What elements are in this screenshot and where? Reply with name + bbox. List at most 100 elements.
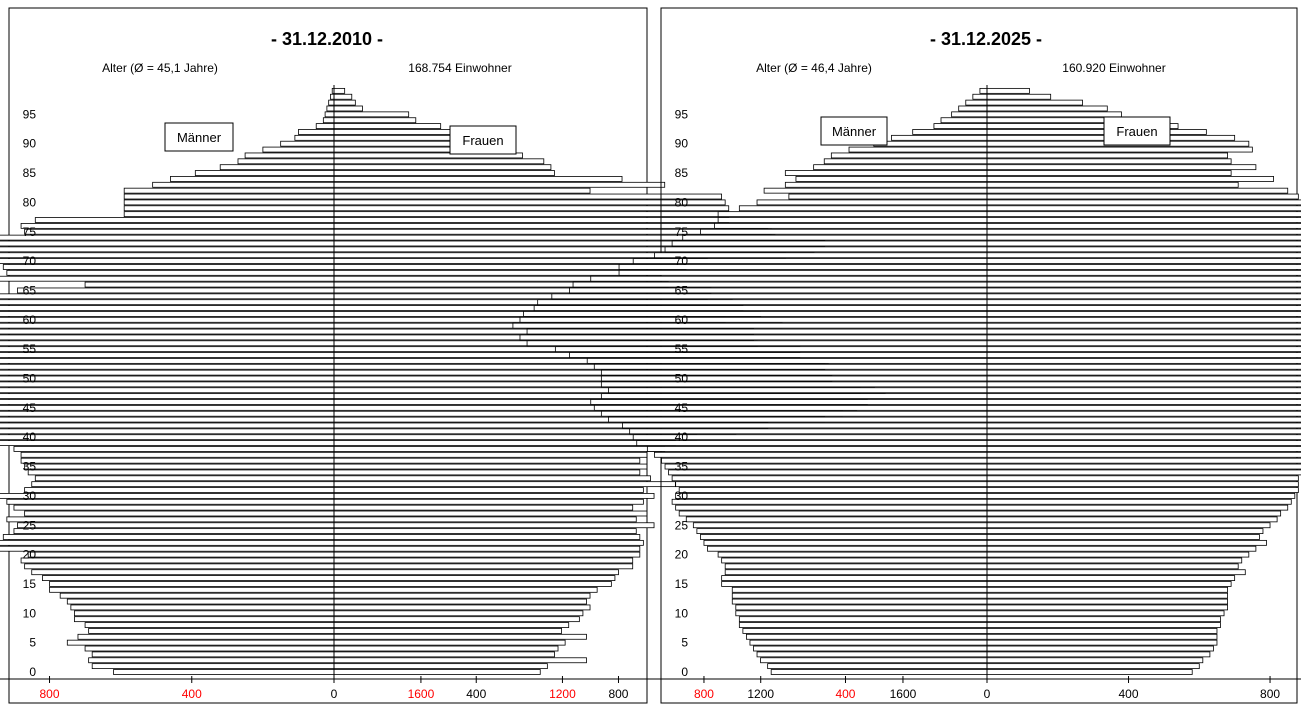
female-bar bbox=[986, 493, 1296, 499]
male-bar bbox=[0, 305, 335, 311]
female-bar bbox=[986, 264, 1301, 270]
male-bar bbox=[237, 158, 335, 165]
y-tick-label: 5 bbox=[681, 636, 688, 650]
female-bar bbox=[333, 657, 587, 664]
female-bar bbox=[986, 346, 1301, 353]
female-bar bbox=[333, 181, 666, 188]
female-bar bbox=[986, 146, 1253, 153]
male-bar bbox=[940, 117, 988, 124]
legend-label-women: Frauen bbox=[1116, 124, 1157, 139]
male-bar bbox=[770, 669, 988, 675]
male-bar bbox=[77, 633, 335, 640]
male-bar bbox=[0, 428, 335, 435]
male-bar bbox=[654, 451, 988, 458]
male-bar bbox=[738, 205, 988, 212]
y-tick-label: 50 bbox=[675, 372, 689, 386]
male-bar bbox=[590, 399, 988, 405]
male-bar bbox=[608, 387, 988, 394]
male-bar bbox=[20, 557, 335, 564]
female-bar bbox=[333, 639, 566, 646]
male-bar bbox=[70, 604, 335, 611]
y-tick-label: 70 bbox=[675, 254, 689, 268]
male-bar bbox=[17, 522, 335, 529]
male-bar bbox=[66, 639, 335, 646]
female-bar bbox=[986, 498, 1292, 505]
male-bar bbox=[0, 375, 335, 382]
female-bar bbox=[986, 539, 1267, 546]
y-tick-label: 35 bbox=[23, 460, 37, 474]
male-bar bbox=[692, 522, 988, 529]
male-bar bbox=[700, 534, 988, 540]
female-bar bbox=[986, 434, 1301, 441]
pyramid-panel-1: - 31.12.2010 - Alter (Ø = 45,1 Jahre) 168.… bbox=[0, 7, 917, 704]
male-bar bbox=[664, 463, 988, 470]
male-bar bbox=[298, 129, 335, 135]
male-bar bbox=[912, 129, 988, 135]
male-bar bbox=[618, 269, 988, 276]
female-bar bbox=[986, 305, 1301, 311]
female-bar bbox=[333, 222, 769, 229]
male-bar bbox=[88, 657, 335, 664]
male-bar bbox=[675, 504, 988, 511]
male-bar bbox=[194, 170, 335, 176]
female-bar bbox=[333, 545, 641, 552]
male-bar bbox=[0, 369, 335, 376]
chart-title: - 31.12.2025 - bbox=[930, 29, 1042, 49]
female-bar bbox=[986, 504, 1289, 511]
male-bar bbox=[27, 551, 335, 558]
female-bar bbox=[333, 598, 587, 605]
male-bar bbox=[813, 164, 988, 171]
male-bar bbox=[0, 246, 335, 253]
y-tick-label: 25 bbox=[23, 518, 37, 532]
y-tick-label: 80 bbox=[23, 195, 37, 209]
legend-label-men: Männer bbox=[177, 130, 222, 145]
female-bar bbox=[986, 328, 1301, 335]
female-bar bbox=[333, 176, 623, 182]
female-bar bbox=[986, 616, 1221, 623]
female-bar bbox=[986, 187, 1289, 194]
female-bar bbox=[986, 369, 1301, 376]
male-bar bbox=[152, 181, 335, 188]
female-bar bbox=[986, 129, 1207, 135]
male-bar bbox=[0, 422, 335, 429]
female-bar bbox=[333, 187, 591, 194]
male-bar bbox=[590, 275, 988, 282]
male-bar bbox=[671, 240, 988, 247]
male-bar bbox=[34, 475, 335, 482]
female-bar bbox=[986, 592, 1228, 599]
x-tick-label-male: 800 bbox=[694, 687, 714, 701]
female-bar bbox=[986, 528, 1264, 535]
male-bar bbox=[0, 334, 335, 341]
female-bar bbox=[986, 363, 1301, 370]
male-bar bbox=[0, 328, 335, 335]
male-bar bbox=[219, 164, 335, 171]
male-bar bbox=[0, 393, 335, 399]
female-bar bbox=[986, 516, 1278, 523]
male-bar bbox=[600, 410, 988, 417]
male-bar bbox=[328, 99, 335, 106]
female-bar bbox=[986, 93, 1052, 100]
y-tick-label: 65 bbox=[23, 283, 37, 297]
x-tick-label-male: 400 bbox=[182, 687, 202, 701]
male-bar bbox=[42, 575, 335, 581]
y-tick-label: 55 bbox=[675, 342, 689, 356]
female-bar bbox=[333, 170, 555, 176]
y-tick-label: 30 bbox=[23, 489, 37, 503]
female-bar bbox=[986, 628, 1218, 634]
male-bar bbox=[27, 469, 335, 476]
male-bar bbox=[600, 369, 988, 376]
female-bar bbox=[986, 569, 1246, 576]
male-bar bbox=[20, 222, 335, 229]
female-bar bbox=[986, 375, 1301, 382]
x-tick-label-female: 400 bbox=[1119, 687, 1139, 701]
female-bar bbox=[333, 586, 598, 593]
male-bar bbox=[572, 281, 988, 288]
female-bar bbox=[333, 504, 634, 511]
female-bar bbox=[986, 416, 1301, 423]
male-bar bbox=[34, 217, 335, 223]
male-bar bbox=[13, 528, 335, 535]
male-bar bbox=[600, 375, 988, 382]
x-tick-label-female: 400 bbox=[466, 687, 486, 701]
female-bar bbox=[333, 528, 637, 535]
